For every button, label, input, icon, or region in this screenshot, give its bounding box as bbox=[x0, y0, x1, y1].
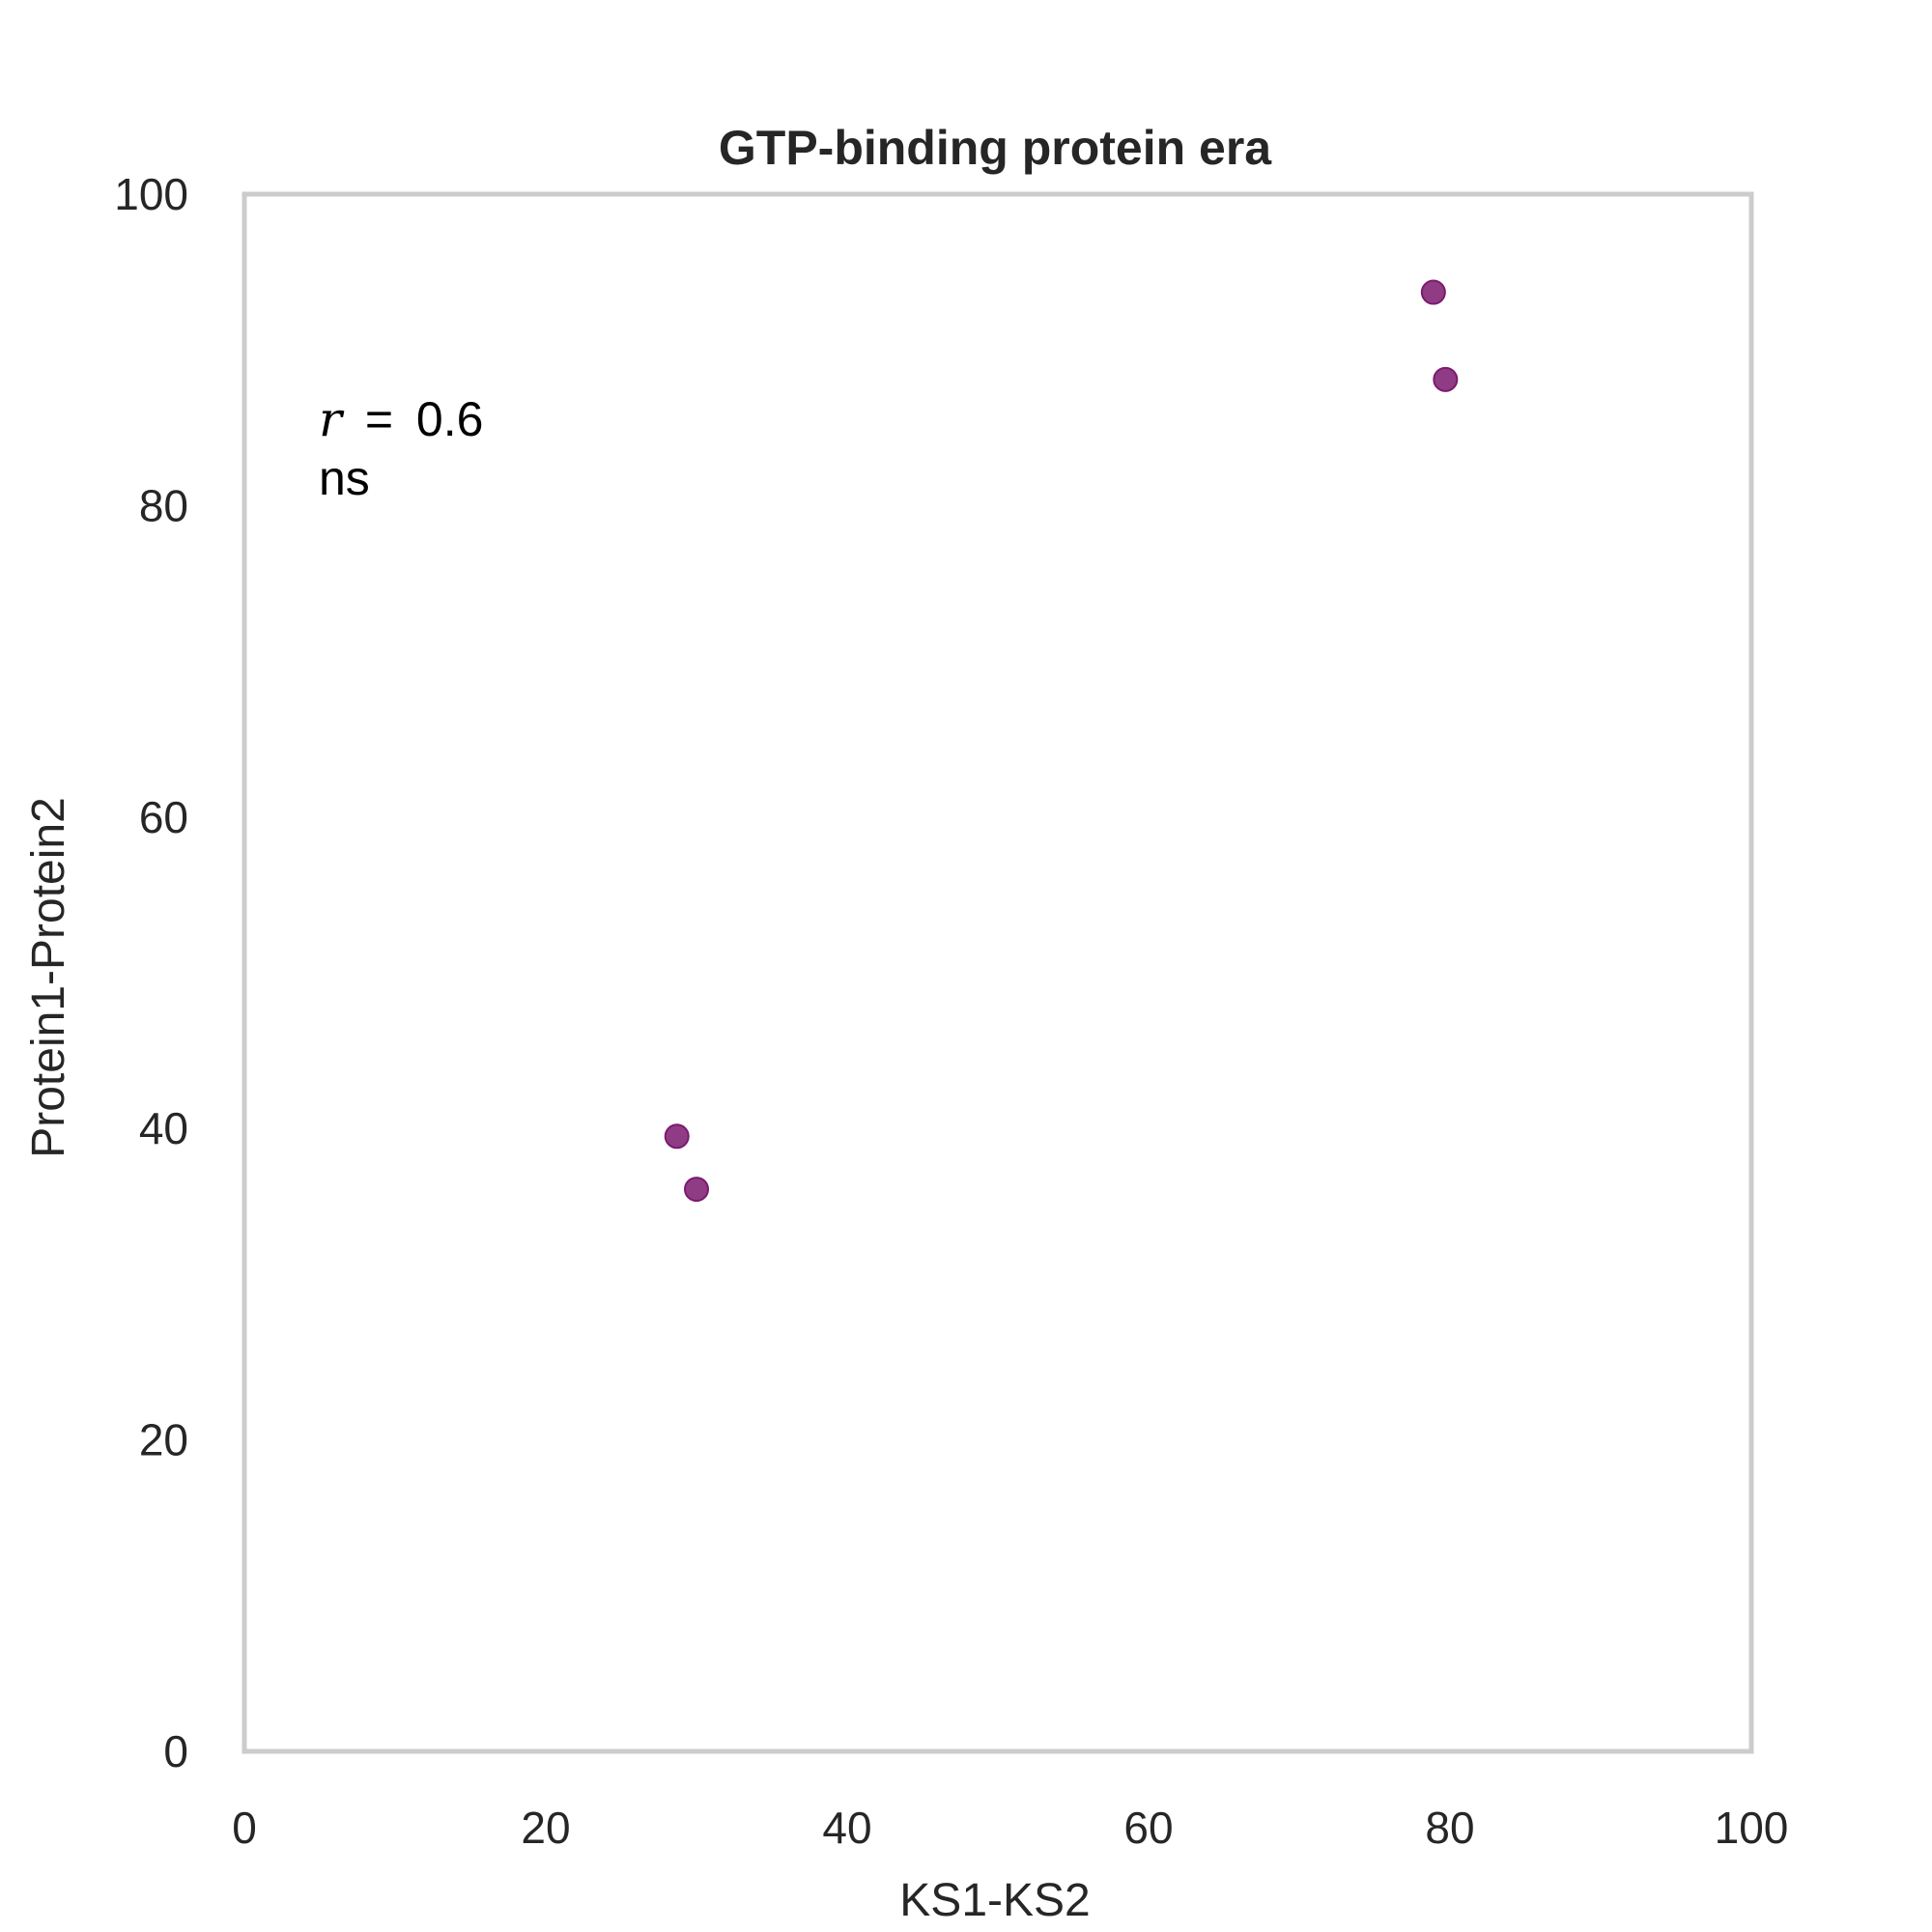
y-tick-label: 0 bbox=[163, 1726, 188, 1776]
x-tick-label: 20 bbox=[521, 1803, 570, 1853]
data-point bbox=[1420, 279, 1446, 305]
data-points bbox=[664, 279, 1459, 1203]
y-tick-label: 40 bbox=[139, 1103, 188, 1153]
y-tick-label: 100 bbox=[114, 169, 188, 219]
correlation-equals: = bbox=[365, 392, 393, 446]
y-tick-label: 80 bbox=[139, 480, 188, 530]
correlation-symbol: r bbox=[319, 391, 345, 447]
x-axis-label: KS1-KS2 bbox=[899, 1875, 1090, 1926]
correlation-value: 0.6 bbox=[416, 392, 484, 446]
significance-label: ns bbox=[319, 451, 370, 505]
y-tick-label: 20 bbox=[139, 1415, 188, 1465]
chart-title: GTP-binding protein era bbox=[719, 121, 1272, 175]
x-tick-label: 0 bbox=[232, 1803, 257, 1853]
axis-ticks: 0 20 40 60 80 100 0 20 40 60 80 100 bbox=[114, 169, 1788, 1853]
x-tick-label: 40 bbox=[822, 1803, 871, 1853]
y-axis-label: Protein1-Protein2 bbox=[23, 797, 74, 1158]
correlation-annotation: r = 0.6 bbox=[319, 391, 483, 447]
x-tick-label: 80 bbox=[1425, 1803, 1474, 1853]
data-point bbox=[684, 1177, 709, 1203]
data-point bbox=[1433, 366, 1459, 392]
x-tick-label: 60 bbox=[1123, 1803, 1173, 1853]
plot-frame bbox=[242, 191, 1754, 1754]
y-tick-label: 60 bbox=[139, 792, 188, 842]
x-tick-label: 100 bbox=[1715, 1803, 1789, 1853]
data-point bbox=[664, 1123, 690, 1150]
